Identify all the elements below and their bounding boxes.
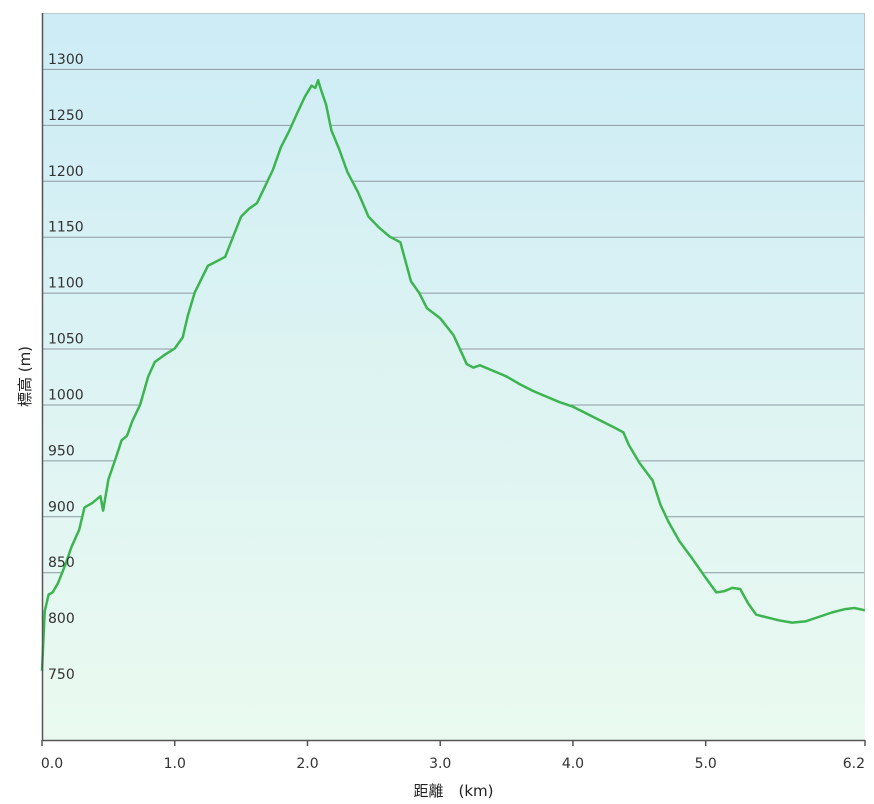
y-tick-label: 1050	[48, 332, 84, 348]
y-tick-label: 850	[48, 555, 75, 571]
y-tick-label: 1250	[48, 108, 84, 124]
x-axis-title: 距離 (km)	[413, 782, 493, 800]
y-axis-title: 標高 (m)	[16, 346, 34, 407]
y-tick-label: 800	[48, 611, 75, 627]
x-tick-labels: 0.0 1.0 2.0 3.0 4.0 5.0 6.2	[41, 756, 865, 772]
y-tick-labels: 750 800 850 900 950 1000 1050 1100 1150 1200 1250 1…	[48, 52, 84, 683]
y-tick-label: 1200	[48, 164, 84, 180]
y-tick-label: 950	[48, 443, 75, 459]
elevation-line	[40, 78, 866, 671]
x-tick-label: 3.0	[429, 756, 451, 772]
y-tick-label: 1000	[48, 387, 84, 403]
y-tick-label: 1100	[48, 276, 84, 292]
elevation-area	[42, 80, 865, 741]
x-tick-label: 1.0	[164, 756, 186, 772]
x-tick-label: 0.0	[41, 756, 63, 772]
y-tick-label: 900	[48, 499, 75, 515]
x-tick-label: 4.0	[562, 756, 584, 772]
y-tick-label: 1150	[48, 220, 84, 236]
y-tick-label: 750	[48, 667, 75, 683]
y-tick-label: 1300	[48, 52, 84, 68]
x-tick-label: 2.0	[296, 756, 318, 772]
x-tick-label: 5.0	[695, 756, 717, 772]
axes	[41, 13, 866, 746]
x-tick-label: 6.2	[843, 756, 865, 772]
